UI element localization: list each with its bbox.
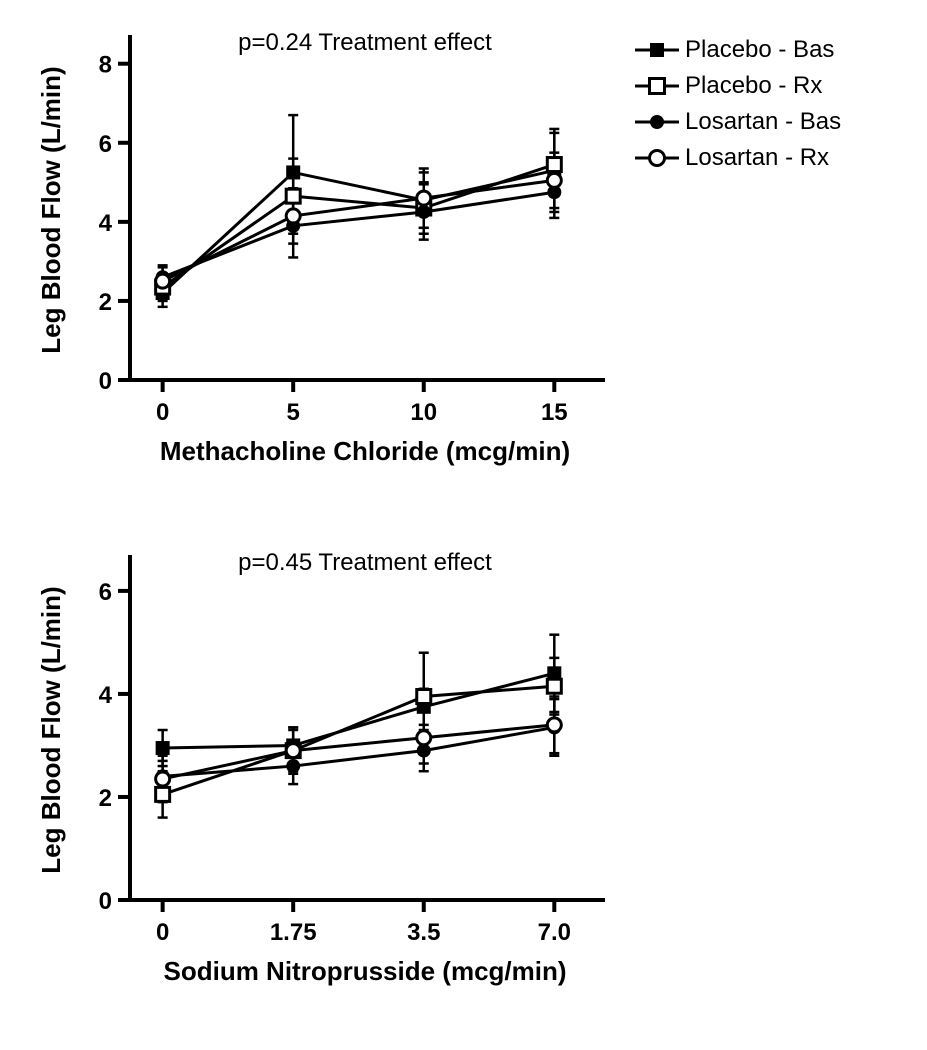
svg-text:4: 4	[99, 682, 113, 709]
svg-text:2: 2	[99, 785, 112, 812]
svg-text:Sodium Nitroprusside (mcg/min): Sodium Nitroprusside (mcg/min)	[163, 956, 566, 986]
chart-nitroprusside: 0 2 4 6 0 1.75 3.5 7.0 p=0.45 Treatment effect Le…	[0, 0, 927, 1050]
svg-text:0: 0	[99, 888, 112, 915]
svg-text:7.0: 7.0	[538, 919, 571, 946]
svg-text:0: 0	[156, 919, 169, 946]
svg-text:3.5: 3.5	[407, 919, 440, 946]
svg-text:Leg Blood Flow (L/min): Leg Blood Flow (L/min)	[36, 586, 66, 873]
svg-text:6: 6	[99, 579, 112, 606]
svg-text:1.75: 1.75	[270, 919, 317, 946]
page: Placebo - Bas Placebo - Rx Losartan - Ba…	[0, 0, 927, 1050]
svg-text:p=0.45 Treatment effect: p=0.45 Treatment effect	[238, 549, 492, 576]
